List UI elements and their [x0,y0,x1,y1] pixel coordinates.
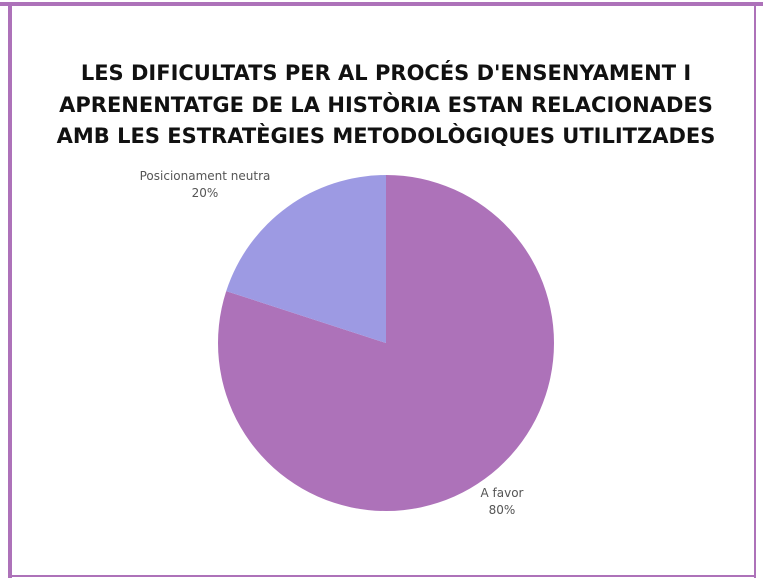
slice-value: 80% [489,503,516,517]
pie-slice [226,175,386,343]
chart-title: LES DIFICULTATS PER AL PROCÉS D'ENSENYAM… [81,60,691,85]
chart-title: AMB LES ESTRATÈGIES METODOLÒGIQUES UTILI… [57,123,716,148]
slice-label: Posicionament neutra [140,169,271,183]
chart-title: APRENENTATGE DE LA HISTÒRIA ESTAN RELACI… [59,92,713,117]
slice-label: A favor [481,486,524,500]
slice-value: 20% [192,186,219,200]
